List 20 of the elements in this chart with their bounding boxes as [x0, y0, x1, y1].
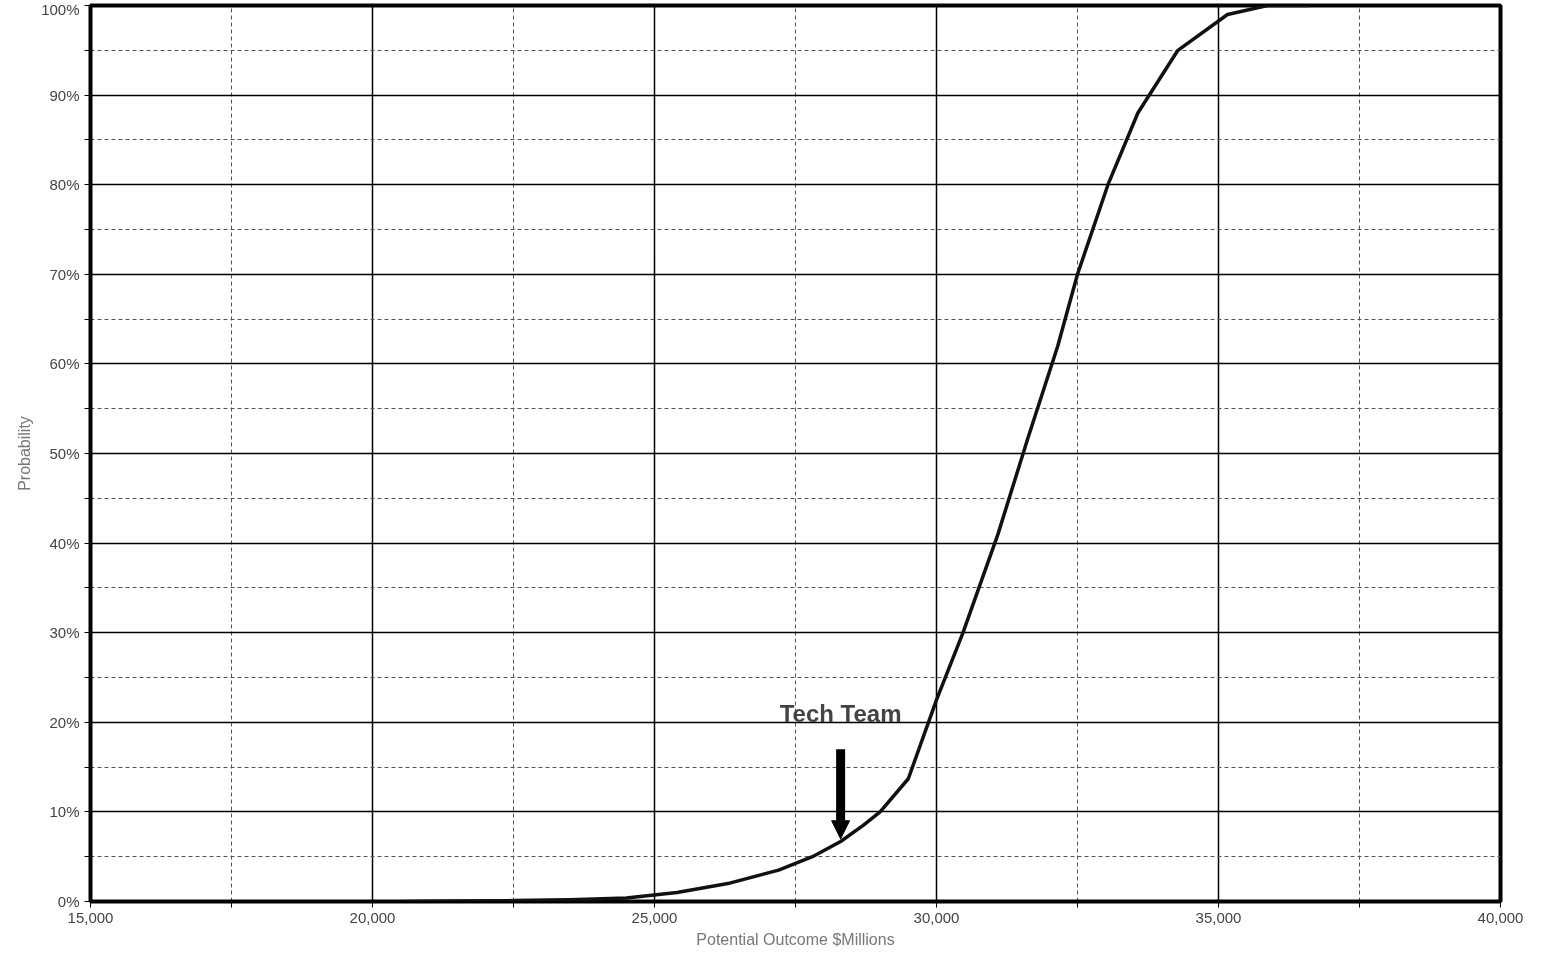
y-tick-label: 30% — [49, 624, 80, 642]
y-axis-title: Probability — [16, 416, 34, 491]
x-tick-label: 25,000 — [631, 908, 678, 926]
x-tick-label: 20,000 — [349, 908, 396, 926]
y-tick-label: 80% — [49, 176, 80, 194]
y-tick-label: 60% — [49, 355, 80, 373]
x-axis-title: Potential Outcome $Millions — [696, 930, 895, 948]
annotation: Tech Team — [779, 700, 902, 728]
x-tick-label: 40,000 — [1477, 908, 1524, 926]
y-tick-label: 50% — [49, 445, 80, 462]
y-tick-label: 70% — [49, 265, 80, 283]
y-tick-label: 40% — [49, 534, 80, 552]
y-tick-label: 0% — [57, 893, 80, 910]
x-tick-label: 35,000 — [1195, 908, 1242, 926]
x-tick-label: 30,000 — [913, 908, 960, 926]
y-tick-label: 10% — [49, 803, 80, 821]
y-tick-label: 90% — [49, 86, 80, 104]
y-tick-label: 100% — [41, 0, 80, 18]
x-tick-label: 15,000 — [67, 908, 114, 926]
y-tick-label: 20% — [49, 713, 80, 731]
